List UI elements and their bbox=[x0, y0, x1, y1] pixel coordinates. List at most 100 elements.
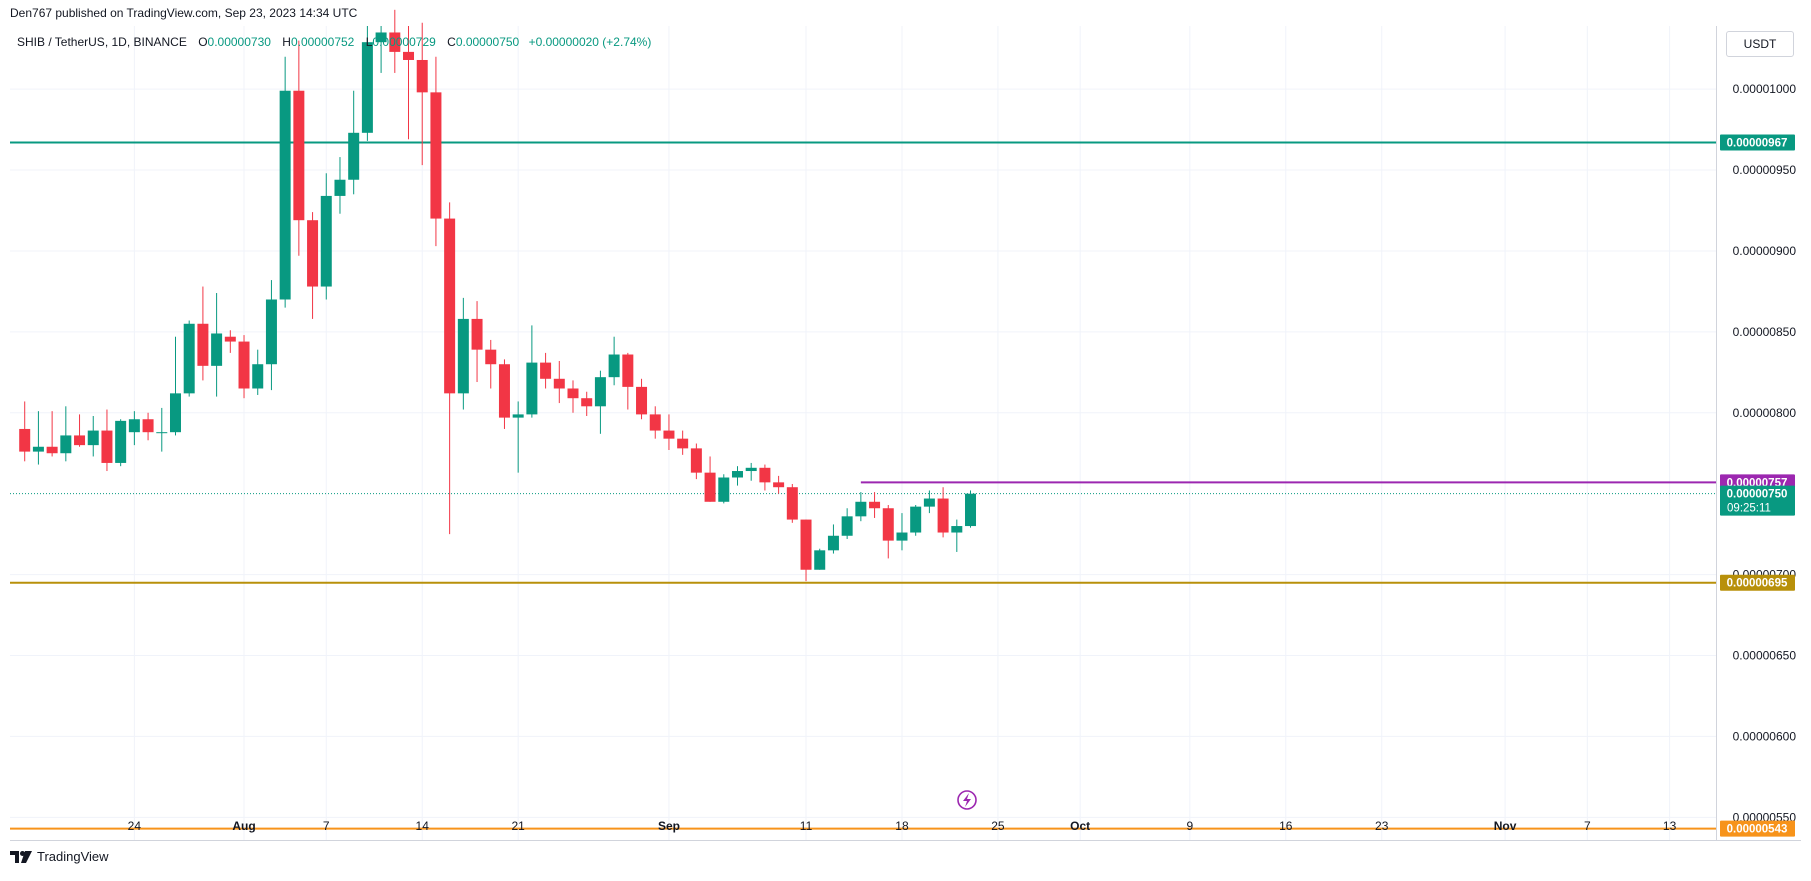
candle-body bbox=[197, 323, 209, 366]
candle bbox=[800, 519, 812, 582]
candle bbox=[690, 443, 702, 480]
candle-body bbox=[348, 132, 360, 180]
candle-body bbox=[786, 487, 798, 520]
candle bbox=[115, 419, 127, 467]
candle bbox=[471, 301, 483, 383]
candle bbox=[567, 380, 579, 413]
candle-body bbox=[896, 532, 908, 541]
time-tick-label: 23 bbox=[1375, 819, 1389, 833]
candle bbox=[211, 293, 223, 397]
price-tick-label: 0.00000900 bbox=[1733, 244, 1797, 258]
candle bbox=[32, 411, 44, 465]
candle-body bbox=[156, 432, 168, 434]
lightning-icon[interactable] bbox=[957, 790, 977, 810]
candle bbox=[869, 492, 881, 518]
candles bbox=[19, 9, 977, 582]
price-label-gold: 0.00000695 bbox=[1720, 574, 1795, 591]
candle-body bbox=[265, 299, 277, 365]
candle bbox=[814, 548, 826, 570]
candle-body bbox=[622, 354, 634, 387]
brand-name: TradingView bbox=[37, 849, 109, 864]
candle bbox=[307, 212, 319, 319]
candle bbox=[169, 336, 181, 436]
close-value: 0.00000750 bbox=[455, 35, 520, 49]
candle-body bbox=[389, 32, 401, 52]
candle-body bbox=[855, 501, 867, 517]
price-label-last: 0.00000750 09:25:11 bbox=[1720, 485, 1795, 516]
candle-body bbox=[430, 92, 442, 219]
candle-body bbox=[677, 438, 689, 449]
candle bbox=[197, 286, 209, 381]
candle bbox=[553, 360, 565, 404]
price-tick-label: 0.00000850 bbox=[1733, 325, 1797, 339]
candle bbox=[759, 464, 771, 491]
candle bbox=[430, 56, 442, 247]
symbol-name[interactable]: SHIB / TetherUS, 1D, BINANCE bbox=[17, 35, 187, 49]
candle-body bbox=[416, 59, 428, 93]
candle bbox=[745, 462, 757, 481]
price-label-teal-text: 0.00000967 bbox=[1727, 138, 1788, 150]
price-tick-label: 0.00000950 bbox=[1733, 163, 1797, 177]
candle bbox=[773, 475, 785, 494]
currency-button[interactable]: USDT bbox=[1726, 31, 1794, 57]
candle-body bbox=[882, 508, 894, 541]
candle bbox=[101, 409, 113, 472]
candle bbox=[841, 508, 853, 539]
low-value: 0.00000729 bbox=[372, 35, 436, 49]
candle-body bbox=[293, 90, 305, 221]
candle bbox=[718, 474, 730, 504]
candle-body bbox=[128, 419, 140, 433]
candle-body bbox=[252, 364, 264, 389]
close-key: C bbox=[447, 35, 456, 49]
candle-body bbox=[608, 354, 620, 378]
candle-body bbox=[814, 550, 826, 570]
time-tick-label: Sep bbox=[658, 819, 680, 833]
candle bbox=[252, 349, 264, 395]
candle bbox=[910, 505, 922, 536]
time-tick-label: 7 bbox=[323, 819, 330, 833]
time-tick-label: 14 bbox=[416, 819, 430, 833]
price-labels: 0.000009670.000007570.000006950.00000543… bbox=[1720, 134, 1795, 837]
candle-body bbox=[731, 471, 743, 478]
time-tick-label: 21 bbox=[511, 819, 525, 833]
candle-body bbox=[334, 179, 346, 196]
candle-body bbox=[759, 467, 771, 483]
candle bbox=[87, 416, 99, 457]
candle bbox=[731, 466, 743, 486]
candle-body bbox=[307, 220, 319, 287]
price-label-orange-text: 0.00000543 bbox=[1727, 824, 1788, 836]
price-axis: 0.00001000 0.00000950 0.00000900 0.00000850… bbox=[1733, 82, 1797, 824]
candle bbox=[855, 492, 867, 522]
candle bbox=[923, 490, 935, 514]
candle-body bbox=[19, 428, 31, 452]
candle bbox=[361, 26, 373, 141]
candle bbox=[581, 391, 593, 417]
candle-body bbox=[32, 446, 44, 452]
candle-body bbox=[718, 477, 730, 502]
candle-body bbox=[403, 51, 415, 60]
time-tick-label: 24 bbox=[128, 819, 142, 833]
candle-body bbox=[183, 323, 195, 394]
price-tick-label: 0.00000650 bbox=[1733, 649, 1797, 663]
tradingview-brand[interactable]: TradingView bbox=[10, 849, 109, 864]
time-tick-label: 7 bbox=[1584, 819, 1591, 833]
candle bbox=[156, 407, 168, 452]
candle bbox=[457, 297, 469, 410]
price-tick-label: 0.00001000 bbox=[1733, 82, 1797, 96]
price-scale-border bbox=[1716, 26, 1717, 840]
time-tick-label: 18 bbox=[895, 819, 909, 833]
candle bbox=[540, 352, 552, 389]
candle-body bbox=[211, 333, 223, 366]
candle-body bbox=[279, 90, 291, 300]
candle bbox=[224, 330, 236, 353]
candle bbox=[882, 505, 894, 559]
candle-body bbox=[827, 535, 839, 551]
candle-body bbox=[375, 32, 387, 43]
candle-body bbox=[923, 498, 935, 507]
candle bbox=[265, 280, 277, 391]
candle-body bbox=[485, 349, 497, 365]
time-tick-label: 11 bbox=[800, 819, 813, 833]
time-axis: 24 Aug 7 14 21 Sep 11 18 25 Oct 9 16 23 Nov 7 13 bbox=[128, 819, 1677, 833]
